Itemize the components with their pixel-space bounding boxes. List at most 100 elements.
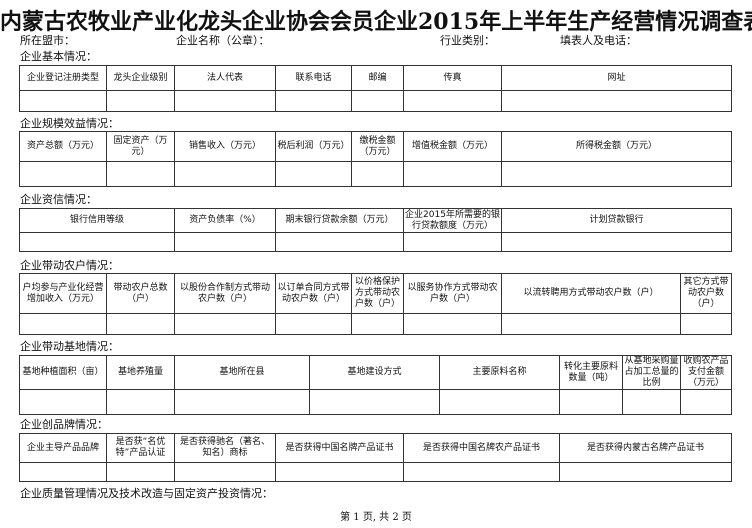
input-cell[interactable] [19, 313, 107, 335]
input-cell[interactable] [275, 313, 352, 335]
input-cell[interactable] [19, 389, 107, 415]
header-cell: 其它方式带动农户数（户） [680, 273, 732, 314]
header-cell: 以股份合作制方式带动农户数（户） [174, 273, 276, 314]
basic-info-table: 企业登记注册类型 龙头企业级别 法人代表 联系电话 邮编 传真 网址 [19, 65, 732, 112]
input-cell[interactable] [501, 90, 732, 112]
page-number: 第 1 页, 共 2 页 [340, 512, 412, 523]
input-cell[interactable] [501, 313, 681, 335]
header-cell: 是否获得驰名（著名、知名）商标 [174, 433, 276, 463]
league-city-label: 所在盟市： [20, 34, 75, 47]
header-cell: 带动农户总数（户） [106, 273, 175, 314]
header-cell: 户均参与产业化经营增加收入（万元） [19, 273, 107, 314]
input-cell[interactable] [19, 462, 107, 482]
input-cell[interactable] [351, 313, 404, 335]
header-cell: 从基地采购量占加工总量的比例 [622, 355, 681, 390]
input-cell[interactable] [351, 161, 404, 187]
input-cell[interactable] [106, 90, 175, 112]
header-cell: 销售收入（万元） [174, 131, 276, 162]
input-cell[interactable] [275, 90, 352, 112]
section-scale-label: 企业规模效益情况： [20, 117, 119, 130]
header-cell: 以流转聘用方式带动农户数（户） [501, 273, 681, 314]
input-cell[interactable] [403, 232, 502, 252]
section-credit-label: 企业资信情况： [20, 193, 97, 206]
credit-table: 银行信用等级 资产负债率（%） 期末银行贷款余额（万元） 企业2015年所需要的… [19, 208, 732, 252]
header-cell: 龙头企业级别 [106, 65, 175, 91]
input-cell[interactable] [174, 232, 276, 252]
header-cell: 网址 [501, 65, 732, 91]
input-cell[interactable] [19, 90, 107, 112]
form-title: 内蒙古农牧业产业化龙头企业协会会员企业2015年上半年生产经营情况调查表 [0, 9, 752, 35]
header-cell: 资产负债率（%） [174, 208, 276, 233]
header-cell: 传真 [403, 65, 502, 91]
header-cell: 企业2015年所需要的银行贷款额度（万元） [403, 208, 502, 233]
input-cell[interactable] [680, 389, 732, 415]
header-cell: 企业登记注册类型 [19, 65, 107, 91]
header-cell: 缴税金额（万元） [351, 131, 404, 162]
header-cell: 基地种植面积（亩） [19, 355, 107, 390]
input-cell[interactable] [680, 313, 732, 335]
header-cell: 是否获“名优特”产品认证 [106, 433, 175, 463]
input-cell[interactable] [174, 161, 276, 187]
section-farmers-label: 企业带动农户情况： [20, 259, 119, 272]
header-cell: 税后利润（万元） [275, 131, 352, 162]
header-cell: 法人代表 [174, 65, 276, 91]
header-cell: 银行信用等级 [19, 208, 175, 233]
input-cell[interactable] [309, 389, 440, 415]
header-cell: 以服务协作方式带动农户数（户） [403, 273, 502, 314]
input-cell[interactable] [275, 232, 404, 252]
input-cell[interactable] [106, 161, 175, 187]
input-cell[interactable] [622, 389, 681, 415]
header-cell: 联系电话 [275, 65, 352, 91]
header-cell: 是否获得内蒙古名牌产品证书 [559, 433, 732, 463]
input-cell[interactable] [275, 161, 352, 187]
input-cell[interactable] [174, 462, 276, 482]
input-cell[interactable] [559, 389, 623, 415]
input-cell[interactable] [106, 389, 175, 415]
input-cell[interactable] [439, 389, 560, 415]
input-cell[interactable] [19, 161, 107, 187]
input-cell[interactable] [559, 462, 732, 482]
header-cell: 以价格保护方式带动农户数（户） [351, 273, 404, 314]
header-cell: 基地养殖量 [106, 355, 175, 390]
header-cell: 增值税金额（万元） [403, 131, 502, 162]
input-cell[interactable] [351, 90, 404, 112]
base-table: 基地种植面积（亩） 基地养殖量 基地所在县 基地建设方式 主要原料名称 转化主要… [19, 355, 732, 415]
input-cell[interactable] [106, 462, 175, 482]
section-base-label: 企业带动基地情况： [20, 340, 119, 353]
header-cell: 基地建设方式 [309, 355, 440, 390]
input-cell[interactable] [403, 462, 560, 482]
header-cell: 基地所在县 [174, 355, 310, 390]
brand-table: 企业主导产品品牌 是否获“名优特”产品认证 是否获得驰名（著名、知名）商标 是否… [19, 433, 732, 482]
input-cell[interactable] [174, 313, 276, 335]
header-cell: 企业主导产品品牌 [19, 433, 107, 463]
input-cell[interactable] [174, 90, 276, 112]
section-basic-label: 企业基本情况： [20, 50, 97, 63]
industry-label: 行业类别： [440, 34, 495, 47]
header-cell: 计划贷款银行 [501, 208, 732, 233]
input-cell[interactable] [19, 232, 175, 252]
header-cell: 期末银行贷款余额（万元） [275, 208, 404, 233]
header-cell: 收购农产品支付金额（万元） [680, 355, 732, 390]
header-cell: 是否获得中国名牌产品证书 [275, 433, 404, 463]
farmers-table: 户均参与产业化经营增加收入（万元） 带动农户总数（户） 以股份合作制方式带动农户… [19, 273, 732, 335]
input-cell[interactable] [174, 389, 310, 415]
header-cell: 是否获得中国名牌农产品证书 [403, 433, 560, 463]
input-cell[interactable] [501, 161, 732, 187]
header-cell: 邮编 [351, 65, 404, 91]
input-cell[interactable] [403, 161, 502, 187]
input-cell[interactable] [106, 313, 175, 335]
input-cell[interactable] [403, 313, 502, 335]
header-cell: 主要原料名称 [439, 355, 560, 390]
input-cell[interactable] [501, 232, 732, 252]
header-cell: 转化主要原料数量（吨） [559, 355, 623, 390]
header-cell: 所得税金额（万元） [501, 131, 732, 162]
scale-table: 资产总额（万元） 固定资产（万元） 销售收入（万元） 税后利润（万元） 缴税金额… [19, 131, 732, 187]
header-cell: 资产总额（万元） [19, 131, 107, 162]
section-brand-label: 企业创品牌情况： [20, 418, 108, 431]
section-quality-label: 企业质量管理情况及技术改造与固定资产投资情况： [20, 487, 273, 500]
header-cell: 固定资产（万元） [106, 131, 175, 162]
input-cell[interactable] [403, 90, 502, 112]
company-name-label: 企业名称（公章）： [176, 34, 270, 47]
input-cell[interactable] [275, 462, 404, 482]
filler-label: 填表人及电话： [560, 34, 637, 47]
